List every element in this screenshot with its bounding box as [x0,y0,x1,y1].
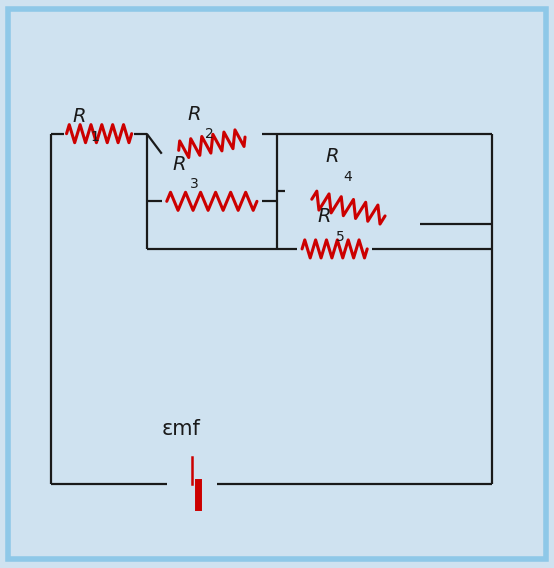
Text: εmf: εmf [162,419,201,439]
Text: R: R [172,154,186,174]
Text: R: R [188,105,201,124]
Text: 4: 4 [343,170,352,184]
Text: 1: 1 [90,130,99,144]
Text: R: R [325,147,339,166]
Text: R: R [73,107,86,126]
Text: 3: 3 [191,177,199,191]
Text: 2: 2 [206,127,214,141]
Text: R: R [318,207,331,227]
Text: 5: 5 [336,230,345,244]
